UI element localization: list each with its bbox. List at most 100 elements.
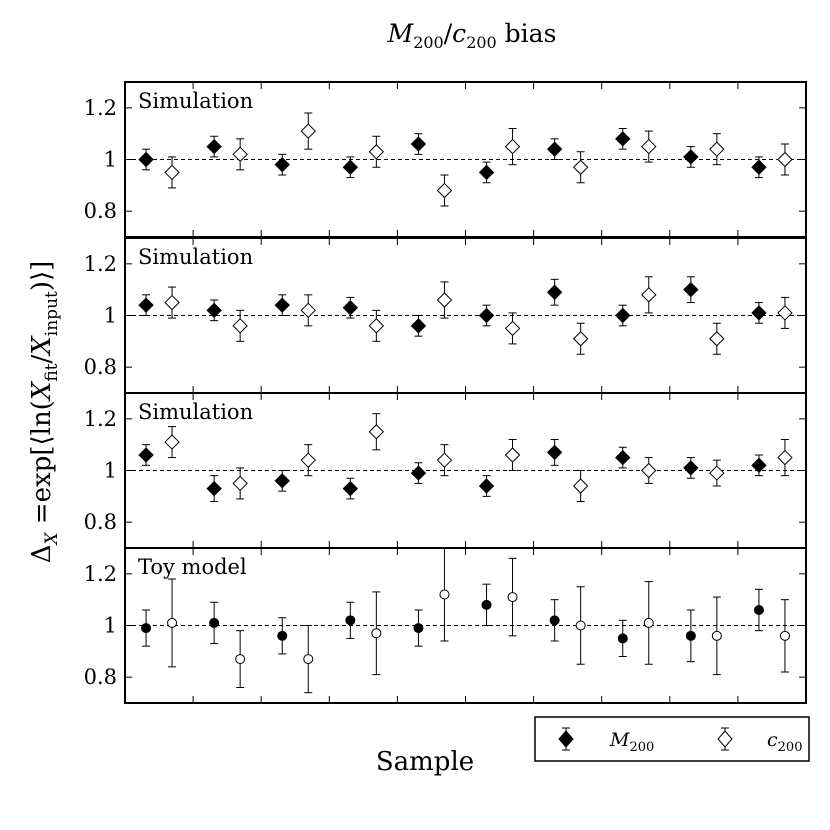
data-point: [300, 123, 316, 139]
panel-1: 0.8 1 1.2 Simulation: [84, 81, 807, 238]
data-point: [751, 305, 767, 321]
y-tick-label: 1.2: [84, 96, 117, 120]
data-point: [436, 452, 453, 468]
y-tick-label: 1: [104, 614, 117, 638]
data-point: [342, 480, 359, 497]
data-point: [641, 138, 657, 155]
data-point: [206, 480, 222, 497]
data-point: [274, 156, 290, 173]
data-point: [439, 589, 450, 600]
data-point: [277, 630, 288, 641]
series-c200: [164, 413, 793, 502]
data-point: [209, 617, 220, 628]
y-tick-label: 0.8: [84, 510, 117, 534]
data-point: [753, 605, 764, 615]
data-point: [342, 300, 359, 316]
data-point: [436, 182, 453, 199]
data-point: [685, 630, 696, 641]
data-point: [368, 318, 385, 334]
data-point: [342, 159, 359, 175]
data-point: [141, 623, 152, 634]
series-m200: [138, 128, 767, 184]
data-point: [709, 141, 725, 157]
data-point: [368, 144, 385, 160]
data-point: [507, 592, 518, 603]
panel-2: 0.8 1 1.2 Simulation: [84, 237, 807, 394]
data-point: [615, 449, 631, 466]
panel-title: Simulation: [138, 89, 253, 113]
series-c200: [164, 276, 793, 355]
data-point: [410, 136, 427, 152]
y-tick-label: 0.8: [84, 665, 117, 689]
series-c200: [167, 547, 790, 694]
panel-title: Simulation: [138, 245, 253, 269]
data-point: [615, 307, 631, 324]
data-point: [232, 475, 248, 492]
legend-label-c200: c200: [767, 729, 802, 755]
data-point: [546, 284, 563, 300]
y-tick-label: 1: [104, 148, 117, 172]
data-point: [504, 138, 521, 155]
data-point: [410, 465, 427, 481]
data-point: [478, 478, 495, 494]
chart-title: M200/c200 bias: [387, 19, 557, 52]
data-point: [751, 457, 767, 474]
data-point: [711, 630, 722, 641]
data-point: [683, 460, 699, 476]
data-point: [138, 297, 154, 313]
series-m200: [138, 439, 767, 502]
data-point: [641, 462, 657, 479]
y-tick-label: 1: [104, 304, 117, 328]
data-point: [777, 305, 793, 321]
y-tick-label: 0.8: [84, 355, 117, 379]
y-tick-label: 1.2: [84, 407, 117, 431]
data-point: [413, 623, 424, 634]
data-point: [345, 615, 356, 626]
panels: 0.8 1 1.2 Simulation 0.8 1 1.2 Simulation 0.8 1 1.…: [84, 81, 807, 704]
data-point: [572, 331, 589, 347]
data-point: [138, 447, 154, 463]
data-point: [683, 149, 699, 165]
data-point: [436, 292, 453, 308]
y-tick-label: 0.8: [84, 199, 117, 223]
data-point: [549, 615, 560, 626]
series-m200: [141, 583, 764, 663]
data-point: [777, 151, 793, 168]
data-point: [164, 164, 180, 181]
data-point: [504, 447, 521, 463]
data-point: [643, 617, 654, 628]
data-point: [779, 630, 790, 641]
data-point: [274, 297, 290, 313]
y-tick-label: 1.2: [84, 252, 117, 276]
panel-title: Toy model: [138, 555, 247, 579]
data-point: [232, 146, 248, 163]
data-point: [232, 318, 248, 334]
data-point: [410, 318, 427, 334]
data-point: [709, 331, 725, 347]
data-point: [777, 449, 793, 466]
data-point: [368, 424, 385, 440]
data-point: [206, 302, 222, 319]
data-point: [615, 131, 631, 147]
legend-marker-c200: [717, 727, 733, 751]
data-point: [641, 287, 657, 303]
data-point: [617, 633, 628, 644]
x-axis-label: Sample: [376, 747, 474, 777]
data-point: [478, 307, 495, 324]
data-point: [303, 654, 314, 665]
data-point: [572, 159, 589, 175]
data-point: [300, 302, 316, 319]
data-point: [683, 281, 699, 298]
y-axis-label: ΔX =exp[⟨ln(Xfit/Xinput)⟩]: [27, 261, 62, 564]
data-point: [572, 478, 589, 494]
data-point: [546, 141, 563, 157]
panel-3: 0.8 1 1.2 Simulation: [84, 392, 807, 549]
data-point: [709, 465, 725, 481]
data-point: [300, 452, 316, 468]
data-point: [751, 159, 767, 175]
series-c200: [164, 112, 793, 207]
data-point: [546, 444, 563, 461]
legend-marker-m200: [558, 727, 574, 751]
data-point: [167, 617, 178, 628]
y-tick-label: 1.2: [84, 562, 117, 586]
